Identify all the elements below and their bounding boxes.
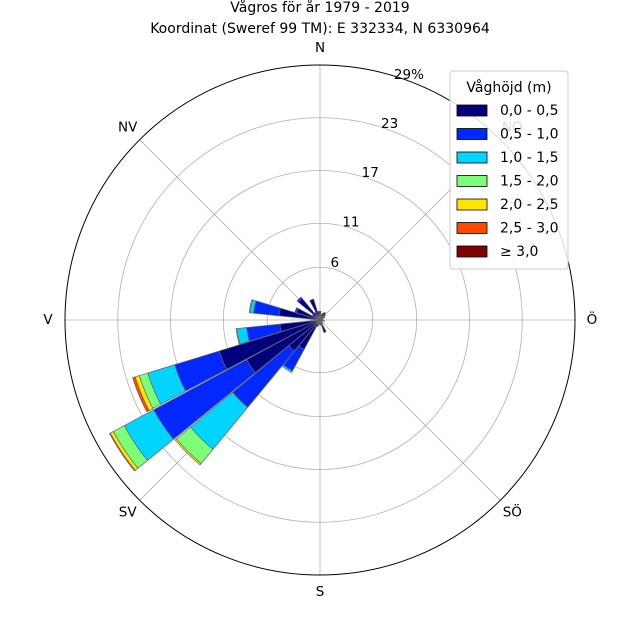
- rose-bars: [109, 296, 327, 472]
- legend-title: Våghöjd (m): [466, 79, 551, 96]
- grid-spoke: [139, 139, 321, 321]
- legend-frame: [449, 70, 569, 270]
- radial-tick-label: 6: [331, 255, 340, 271]
- legend-label: 2,0 - 2,5: [500, 197, 558, 213]
- legend-swatch: [456, 128, 488, 140]
- legend-label: 1,5 - 2,0: [500, 174, 558, 190]
- direction-label: SV: [119, 504, 138, 520]
- radial-tick-labels: 6 11 17 23 29%: [331, 67, 425, 271]
- chart-title: Vågros för år 1979 - 2019: [230, 0, 409, 16]
- direction-label: Ö: [587, 310, 598, 328]
- legend-label: ≥ 3,0: [500, 244, 538, 260]
- legend-label: 2,5 - 3,0: [500, 221, 558, 237]
- legend-swatch: [456, 151, 488, 164]
- legend-label: 0,0 - 0,5: [500, 103, 558, 119]
- chart-subtitle: Koordinat (Sweref 99 TM): E 332334, N 63…: [150, 21, 490, 37]
- radial-tick-label: 17: [362, 165, 379, 181]
- rose-bar-segment: [319, 319, 327, 334]
- legend-label: 0,5 - 1,0: [500, 127, 558, 143]
- rose-bar-segment: [174, 438, 202, 466]
- direction-label: N: [315, 40, 325, 56]
- legend-label: 1,0 - 1,5: [500, 150, 558, 166]
- legend: Våghöjd (m) 0,0 - 0,5 0,5 - 1,0 1,0 - 1,5 1…: [449, 70, 569, 270]
- rose-bar-segment: [309, 298, 321, 321]
- rose-bar-segment: [317, 310, 321, 321]
- radial-tick-label: 11: [342, 214, 359, 230]
- rose-bar-segment: [281, 364, 293, 374]
- radial-tick-label: 23: [381, 116, 398, 132]
- direction-label: S: [316, 584, 325, 600]
- rose-bar-segment: [296, 296, 303, 303]
- grid-spoke: [319, 319, 501, 501]
- legend-swatch: [456, 104, 488, 117]
- legend-swatch: [456, 198, 488, 211]
- polar-frame: [64, 64, 576, 576]
- legend-swatch: [456, 245, 488, 258]
- direction-label: SÖ: [503, 502, 522, 520]
- direction-label: NV: [118, 120, 138, 136]
- legend-swatch: [456, 175, 488, 187]
- rose-bar-segment: [109, 432, 136, 472]
- radial-tick-label: 29%: [394, 67, 424, 83]
- rose-bar-segment: [132, 376, 150, 413]
- legend-swatch: [456, 222, 488, 234]
- direction-label: V: [43, 312, 53, 328]
- rose-bar-segment: [294, 307, 299, 314]
- rose-bar-segment: [235, 328, 241, 345]
- rose-bar-segment: [248, 299, 254, 314]
